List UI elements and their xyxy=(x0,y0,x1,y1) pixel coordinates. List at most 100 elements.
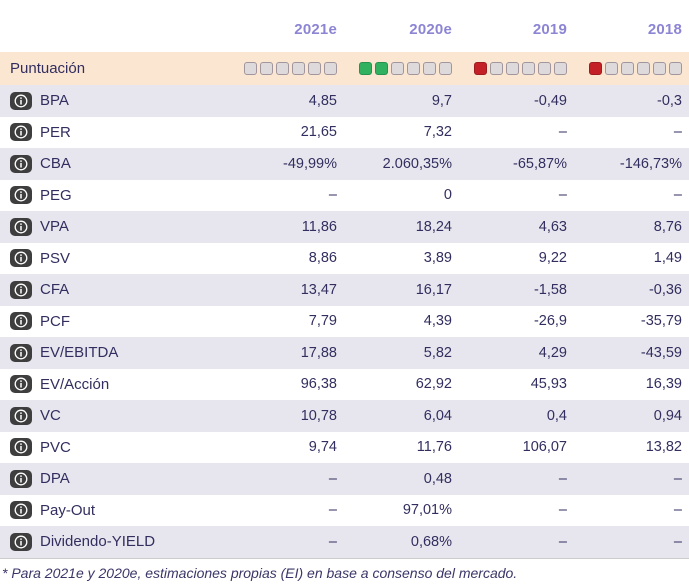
value-cell-2020e: 0,68% xyxy=(410,533,452,550)
table-row: PER 21,65 7,32 – – xyxy=(0,116,689,148)
score-square-filled xyxy=(474,62,487,75)
score-square-empty xyxy=(653,62,666,75)
score-square-empty xyxy=(554,62,567,75)
value-cell-2020e: 9,7 xyxy=(431,92,452,109)
score-square-empty xyxy=(276,62,289,75)
info-icon[interactable] xyxy=(10,343,32,362)
score-square-empty xyxy=(669,62,682,75)
value-cell-2019: 4,29 xyxy=(538,344,567,361)
metric-label-cell: CFA xyxy=(0,280,229,299)
value-cell-2018: -0,36 xyxy=(648,281,682,298)
value-cell-2019: -26,9 xyxy=(533,313,567,330)
score-square-empty xyxy=(308,62,321,75)
info-icon[interactable] xyxy=(10,501,32,520)
column-header-2019: 2019 xyxy=(532,20,567,38)
value-cell-2021e: 7,79 xyxy=(308,313,337,330)
value-cell-2020e: 97,01% xyxy=(402,502,452,519)
value-cell-2019: – xyxy=(558,187,567,204)
value-cell-2019: – xyxy=(558,470,567,487)
info-icon[interactable] xyxy=(10,469,32,488)
value-cell-2021e: – xyxy=(328,187,337,204)
value-cell-2018: – xyxy=(673,187,682,204)
value-cell-2019: 106,07 xyxy=(522,439,567,456)
table-row: PCF 7,79 4,39 -26,9 -35,79 xyxy=(0,305,689,337)
value-cell-2020e: 3,89 xyxy=(423,250,452,267)
value-cell-2019: 9,22 xyxy=(538,250,567,267)
metric-label-cell: Pay-Out xyxy=(0,501,229,520)
value-cell-2021e: -49,99% xyxy=(282,155,337,172)
score-square-empty xyxy=(621,62,634,75)
value-cell-2020e: 11,76 xyxy=(416,439,452,456)
value-cell-2020e: 18,24 xyxy=(415,218,452,235)
metric-label-cell: DPA xyxy=(0,469,229,488)
metric-label-cell: CBA xyxy=(0,154,229,173)
value-cell-2021e: 17,88 xyxy=(300,344,337,361)
info-icon[interactable] xyxy=(10,186,32,205)
table-row: CBA -49,99% 2.060,35% -65,87% -146,73% xyxy=(0,148,689,180)
score-square-empty xyxy=(522,62,535,75)
info-icon[interactable] xyxy=(10,280,32,299)
metric-label: Pay-Out xyxy=(40,501,96,519)
value-cell-2019: 0,4 xyxy=(546,407,567,424)
score-square-filled xyxy=(359,62,372,75)
info-icon[interactable] xyxy=(10,154,32,173)
value-cell-2018: -146,73% xyxy=(619,155,682,172)
value-cell-2018: -35,79 xyxy=(640,313,682,330)
metric-label-cell: BPA xyxy=(0,91,229,110)
info-icon[interactable] xyxy=(10,312,32,331)
info-icon[interactable] xyxy=(10,123,32,142)
score-square-empty xyxy=(324,62,337,75)
value-cell-2021e: – xyxy=(328,470,337,487)
value-cell-2021e: 9,74 xyxy=(308,439,337,456)
info-icon[interactable] xyxy=(10,406,32,425)
info-icon[interactable] xyxy=(10,375,32,394)
value-cell-2018: 8,76 xyxy=(653,218,682,235)
value-cell-2018: – xyxy=(673,502,682,519)
value-cell-2018: 13,82 xyxy=(645,439,682,456)
metric-label: DPA xyxy=(40,470,70,488)
score-square-empty xyxy=(506,62,519,75)
info-icon[interactable] xyxy=(10,249,32,268)
metric-label: BPA xyxy=(40,92,69,110)
value-cell-2019: – xyxy=(558,502,567,519)
value-cell-2018: – xyxy=(673,470,682,487)
score-square-filled xyxy=(375,62,388,75)
column-header-2018: 2018 xyxy=(647,20,682,38)
info-icon[interactable] xyxy=(10,532,32,551)
metric-label-cell: PEG xyxy=(0,186,229,205)
value-cell-2021e: 8,86 xyxy=(308,250,337,267)
info-icon[interactable] xyxy=(10,438,32,457)
score-square-empty xyxy=(439,62,452,75)
info-icon[interactable] xyxy=(10,217,32,236)
value-cell-2021e: 13,47 xyxy=(300,281,337,298)
value-cell-2018: -43,59 xyxy=(640,344,682,361)
metric-label-cell: VC xyxy=(0,406,229,425)
table-row: EV/EBITDA 17,88 5,82 4,29 -43,59 xyxy=(0,337,689,369)
value-cell-2019: -1,58 xyxy=(533,281,567,298)
score-square-empty xyxy=(260,62,273,75)
value-cell-2018: -0,3 xyxy=(657,92,682,109)
info-icon[interactable] xyxy=(10,91,32,110)
value-cell-2021e: – xyxy=(328,533,337,550)
value-cell-2021e: 11,86 xyxy=(301,218,337,235)
value-cell-2021e: 21,65 xyxy=(300,124,337,141)
metric-label-cell: PCF xyxy=(0,312,229,331)
metric-label-cell: PSV xyxy=(0,249,229,268)
value-cell-2018: – xyxy=(673,124,682,141)
table-row: CFA 13,47 16,17 -1,58 -0,36 xyxy=(0,274,689,306)
value-cell-2019: 4,63 xyxy=(538,218,567,235)
table-body: BPA 4,85 9,7 -0,49 -0,3 PER 21,65 7,32 –… xyxy=(0,85,689,558)
score-square-empty xyxy=(605,62,618,75)
score-square-empty xyxy=(292,62,305,75)
value-cell-2020e: 4,39 xyxy=(423,313,452,330)
value-cell-2021e: – xyxy=(328,502,337,519)
score-square-empty xyxy=(244,62,257,75)
score-square-empty xyxy=(490,62,503,75)
score-square-empty xyxy=(391,62,404,75)
metric-label: Dividendo-YIELD xyxy=(40,533,156,551)
score-square-empty xyxy=(423,62,436,75)
metric-label-cell: PER xyxy=(0,123,229,142)
value-cell-2020e: 0,48 xyxy=(423,470,452,487)
metric-label: CFA xyxy=(40,281,70,299)
